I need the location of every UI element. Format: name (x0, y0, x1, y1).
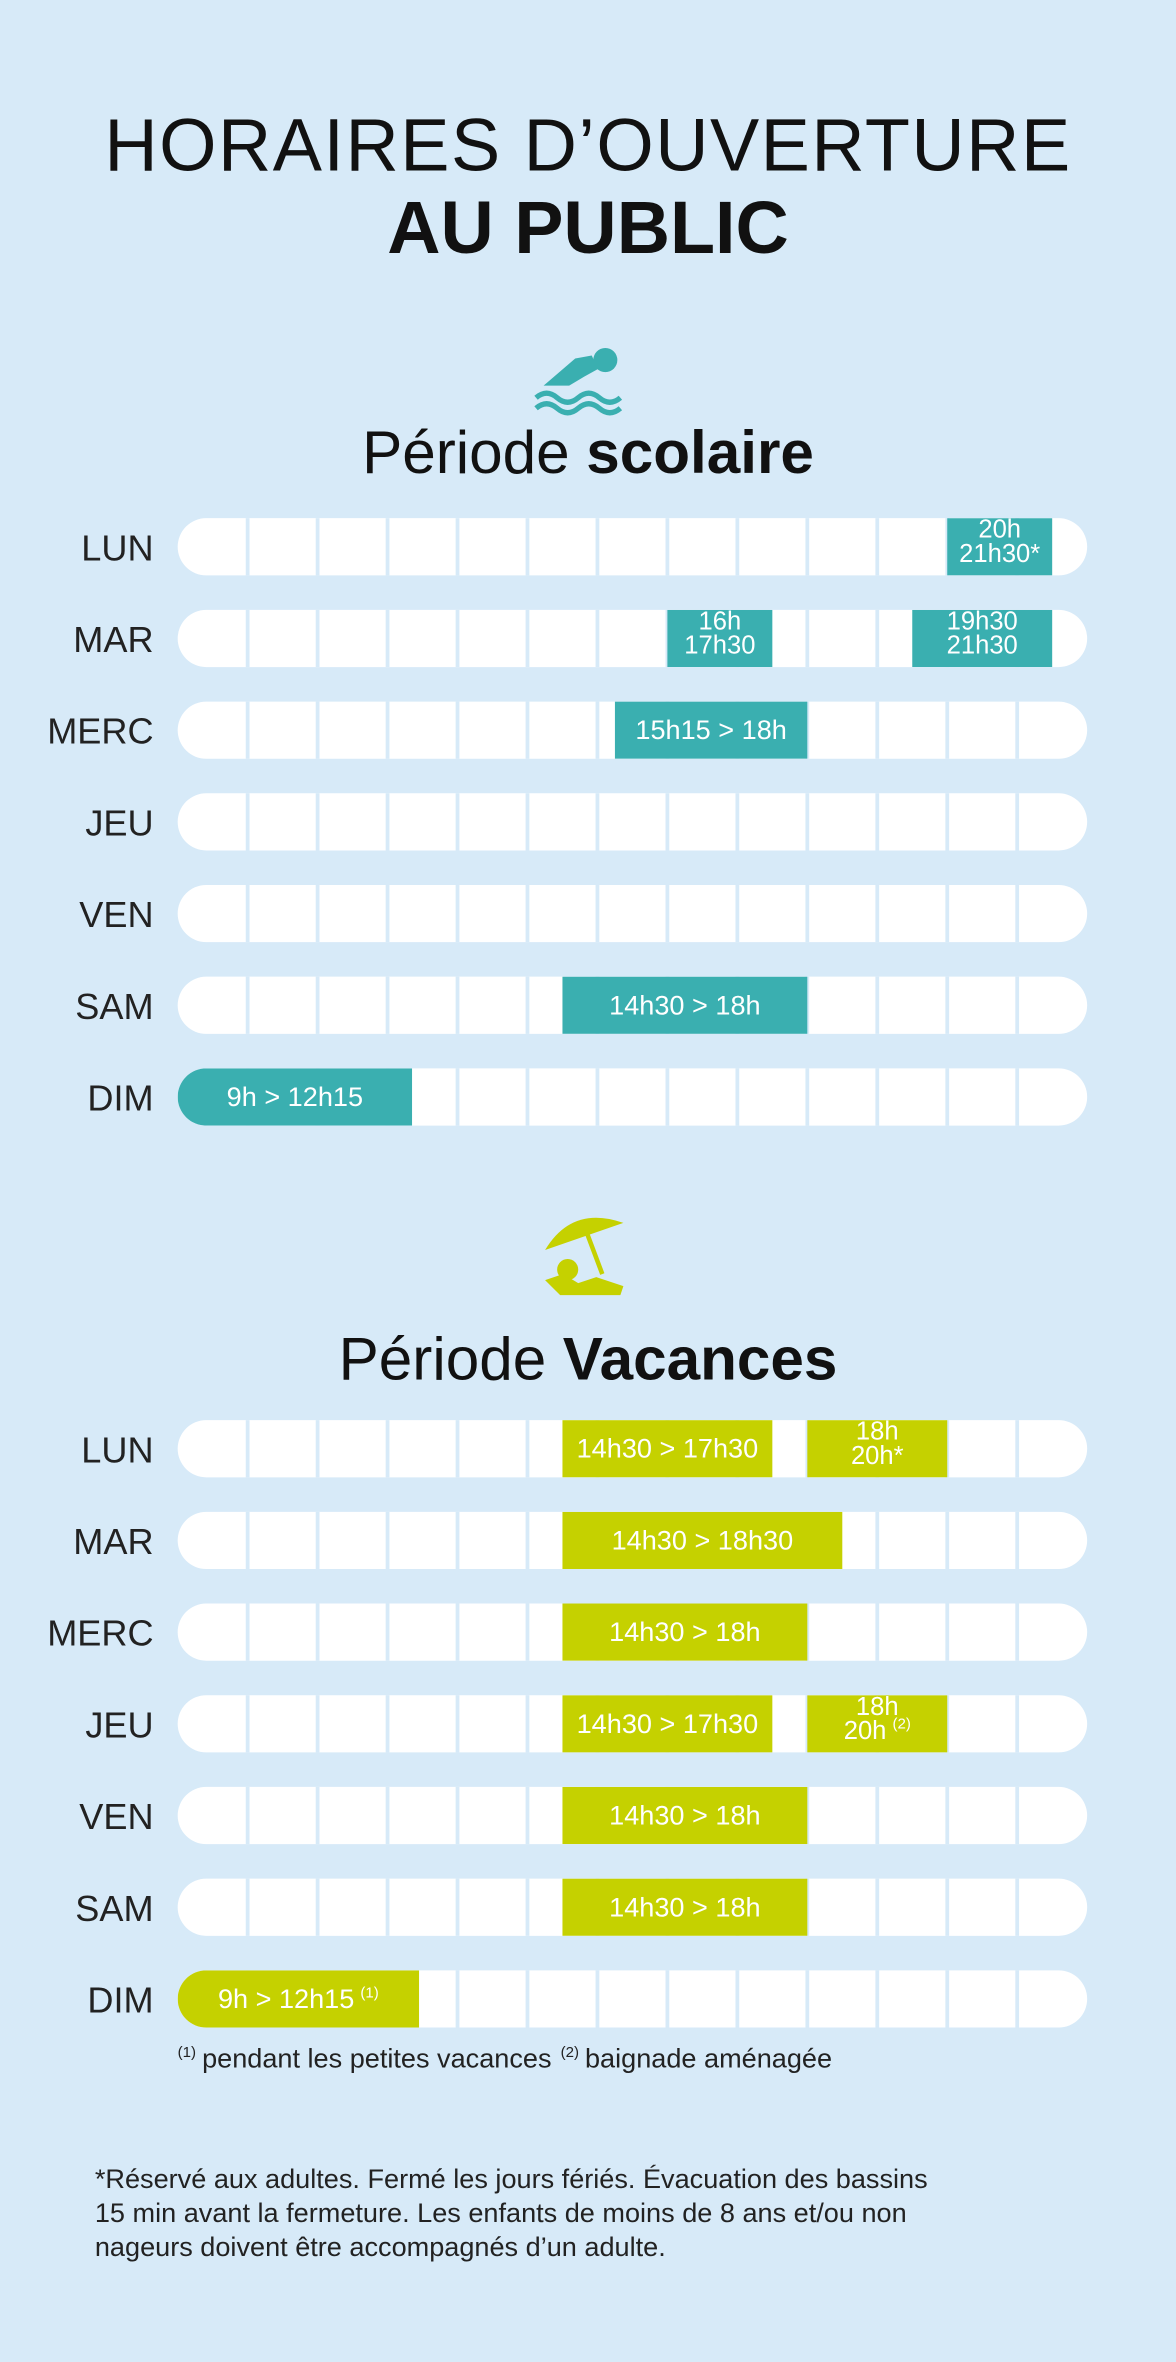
note-mark: (1) (360, 1984, 378, 2001)
block-time: 14h30 > 17h30 (577, 1708, 759, 1739)
day-label: SAM (75, 986, 153, 1027)
time-block (807, 1695, 948, 1753)
day-label: DIM (87, 1979, 153, 2020)
time-block (807, 1420, 948, 1478)
block-time: 14h30 > 18h (609, 989, 760, 1020)
time-text: 20h (844, 1717, 887, 1745)
track (177, 793, 1088, 851)
block-time: 18h (856, 1418, 899, 1446)
day-label: LUN (81, 527, 153, 568)
time-text: 14h30 > 18h (609, 1800, 760, 1831)
track (177, 884, 1088, 943)
time-text: 14h30 > 18h (609, 989, 760, 1020)
footnote-text: pendant les petites vacances (202, 2043, 551, 2074)
time-text: 21h30* (959, 540, 1040, 568)
time-text: 19h30 (947, 607, 1018, 635)
time-block (562, 1878, 808, 1936)
block-time: 20h* (851, 1442, 904, 1470)
day-label: VEN (79, 1796, 153, 1837)
day-label: MERC (47, 711, 153, 752)
time-text: 16h (699, 607, 742, 635)
time-text: 18h (856, 1418, 899, 1446)
time-block (562, 1420, 773, 1478)
note-mark: (2) (892, 1715, 910, 1732)
umbrella-icon (545, 1217, 624, 1296)
block-time: 16h (699, 607, 742, 635)
block-time: 14h30 > 17h30 (577, 1433, 759, 1464)
footnote-mark: (2) (561, 2044, 579, 2061)
block-time: 19h30 (947, 607, 1018, 635)
day-label: SAM (75, 1888, 153, 1929)
footnote-mark: (1) (178, 2044, 196, 2061)
block-time: 18h (856, 1693, 899, 1721)
section-heading: Période Vacances (339, 1324, 838, 1392)
time-block (614, 701, 808, 759)
day-label: DIM (87, 1078, 153, 1119)
day-label: JEU (85, 1704, 153, 1745)
block-time: 14h30 > 18h (609, 1800, 760, 1831)
disclaimer-line: 15 min avant la fermeture. Les enfants d… (95, 2197, 907, 2228)
block-time: 9h > 12h15 (1) (218, 1983, 379, 2014)
time-block (562, 1786, 808, 1845)
time-text: 14h30 > 18h (609, 1891, 760, 1922)
day-label: LUN (81, 1429, 153, 1470)
time-block (947, 518, 1053, 576)
block-time: 17h30 (684, 632, 755, 660)
time-block (912, 609, 1053, 668)
time-text: 9h > 12h15 (227, 1081, 363, 1112)
time-text: 9h > 12h15 (218, 1983, 354, 2014)
time-text: 14h30 > 17h30 (577, 1433, 759, 1464)
time-block (667, 609, 773, 668)
day-label: MERC (47, 1613, 153, 1654)
time-text: 20h (978, 516, 1021, 544)
day-label: JEU (85, 802, 153, 843)
footnote: (1) pendant les petites vacances (2) baigna… (178, 2043, 832, 2074)
time-text: 21h30 (947, 632, 1018, 660)
time-text: 14h30 > 18h30 (612, 1524, 794, 1555)
time-block (562, 976, 808, 1034)
block-time: 14h30 > 18h (609, 1616, 760, 1647)
block-time: 20h (2) (844, 1715, 911, 1745)
time-text: 20h* (851, 1442, 904, 1470)
block-time: 14h30 > 18h30 (612, 1524, 794, 1555)
title-line: AU PUBLIC (387, 186, 789, 269)
track (177, 609, 1088, 668)
swimmer-icon (534, 348, 623, 416)
block-time: 15h15 > 18h (635, 714, 786, 745)
block-time: 14h30 > 18h (609, 1891, 760, 1922)
day-label: MAR (73, 1521, 153, 1562)
heading-text: Période (362, 418, 570, 486)
time-block (177, 1068, 413, 1126)
block-time: 21h30* (959, 540, 1040, 568)
time-text: 15h15 > 18h (635, 714, 786, 745)
disclaimer-line: *Réservé aux adultes. Fermé les jours fé… (95, 2163, 928, 2194)
time-block (562, 1511, 843, 1570)
time-text: 17h30 (684, 632, 755, 660)
footnote-text: baignade aménagée (585, 2043, 832, 2074)
time-block (562, 1603, 808, 1661)
time-block (177, 1970, 420, 2028)
time-text: 18h (856, 1693, 899, 1721)
block-time: 20h (978, 516, 1021, 544)
title-line: HORAIRES D’OUVERTURE (104, 103, 1071, 186)
block-time: 9h > 12h15 (227, 1081, 363, 1112)
time-text: 14h30 > 17h30 (577, 1708, 759, 1739)
time-text: 14h30 > 18h (609, 1616, 760, 1647)
time-block (562, 1695, 773, 1753)
heading-bold: scolaire (586, 418, 814, 486)
block-time: 21h30 (947, 632, 1018, 660)
day-label: MAR (73, 619, 153, 660)
track (177, 518, 1088, 576)
day-label: VEN (79, 894, 153, 935)
heading-bold: Vacances (563, 1324, 838, 1392)
notes: (1) pendant les petites vacances (2) baigna… (95, 2043, 928, 2262)
section-heading: Période scolaire (362, 418, 814, 486)
disclaimer-line: nageurs doivent être accompagnés d’un ad… (95, 2231, 666, 2262)
heading-text: Période (339, 1324, 547, 1392)
